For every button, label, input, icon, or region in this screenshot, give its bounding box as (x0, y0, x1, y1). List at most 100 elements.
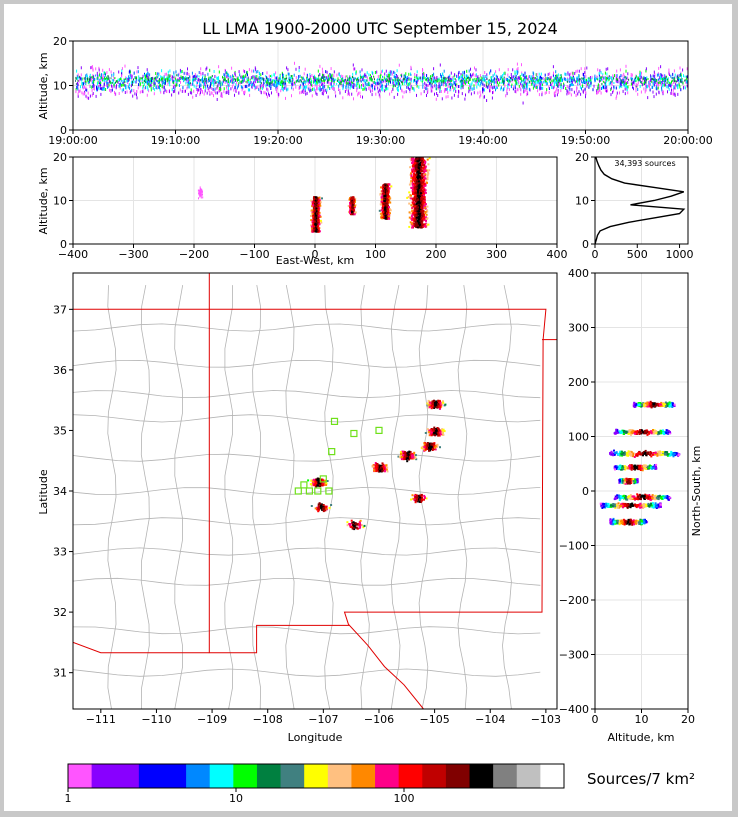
time-height-y-tick-label: 0 (60, 124, 67, 137)
colorbar-cell (493, 764, 518, 788)
map-x-tick-label: −111 (86, 713, 116, 726)
east-west-x-tick-label: −300 (118, 248, 148, 261)
altitude-profile-line (595, 157, 686, 244)
lma-station-marker (305, 487, 313, 495)
lma-station-marker (328, 448, 336, 456)
plan-view-map: −111 −110 −109 −108 −107 −106 −105 −104 −103 31 32… (37, 272, 561, 744)
map-y-tick-label: 35 (53, 424, 67, 437)
lma-station-marker (319, 475, 327, 483)
colorbar-cell (445, 764, 470, 788)
east-west-ylabel: Altitude, km (37, 167, 50, 234)
histogram-x-tick-label: 1000 (666, 248, 694, 261)
north-south-y-tick-label: 300 (568, 322, 589, 335)
lma-station-marker (294, 487, 302, 495)
colorbar: 1 10 100 Sources/7 km² (65, 763, 695, 805)
north-south-xlabel: Altitude, km (607, 731, 674, 744)
lma-station-marker (325, 487, 333, 495)
time-height-x-tick-label: 19:10:00 (151, 134, 200, 147)
north-south-y-tick-label: 200 (568, 376, 589, 389)
map-y-tick-label: 34 (53, 485, 67, 498)
figure-frame (4, 4, 732, 811)
map-xlabel: Longitude (288, 731, 343, 744)
colorbar-cell (375, 764, 400, 788)
north-south-x-tick-label: 20 (681, 713, 695, 726)
time-height-x-tick-label: 19:50:00 (561, 134, 610, 147)
map-x-tick-label: −109 (197, 713, 227, 726)
east-west-height-panel: −400 −300 −200 −100 0 100 200 300 400 0 10 20 Altit… (37, 151, 568, 267)
time-height-x-tick-label: 19:40:00 (458, 134, 507, 147)
map-x-tick-label: −110 (141, 713, 171, 726)
north-south-x-tick-label: 10 (635, 713, 649, 726)
north-south-ylabel: North-South, km (690, 446, 703, 537)
north-south-y-tick-label: −300 (559, 649, 589, 662)
time-height-y-tick-label: 10 (53, 80, 67, 93)
map-y-tick-label: 32 (53, 606, 67, 619)
east-west-x-tick-label: −100 (239, 248, 269, 261)
map-x-tick-label: −103 (531, 713, 561, 726)
histogram-x-tick-label: 0 (592, 248, 599, 261)
map-x-tick-label: −107 (308, 713, 338, 726)
north-south-y-tick-label: 400 (568, 267, 589, 280)
map-ylabel: Latitude (37, 469, 50, 515)
lma-station-marker (350, 429, 358, 438)
north-south-y-tick-label: −400 (559, 703, 589, 716)
time-height-y-tick-label: 20 (53, 35, 67, 48)
map-y-tick-label: 37 (53, 303, 67, 316)
histogram-annotation: 34,393 sources (614, 159, 675, 168)
colorbar-cell (398, 764, 423, 788)
histogram-x-tick-label: 500 (627, 248, 648, 261)
colorbar-cell (91, 764, 116, 788)
east-west-y-tick-label: 0 (60, 238, 67, 251)
east-west-x-tick-label: 0 (312, 248, 319, 261)
colorbar-cell (162, 764, 187, 788)
east-west-xlabel: East-West, km (276, 254, 354, 267)
new-mexico-border (209, 308, 547, 709)
north-south-height-panel: 0 10 20 −400 −300 −200 −100 0 100 200 300 400 Altit… (559, 267, 703, 744)
east-west-y-tick-label: 10 (53, 195, 67, 208)
lma-station-marker (300, 481, 308, 489)
colorbar-cell (540, 764, 565, 788)
time-height-panel: 19:00:00 19:10:00 19:20:00 19:30:00 19:40:00… (37, 35, 713, 147)
map-x-tick-label: −104 (475, 713, 505, 726)
map-y-tick-label: 33 (53, 546, 67, 559)
histogram-y-tick-label: 20 (575, 151, 589, 164)
colorbar-cell (469, 764, 494, 788)
colorbar-cell (209, 764, 234, 788)
north-south-y-tick-label: −200 (559, 594, 589, 607)
lma-station-marker (314, 487, 322, 495)
colorbar-tick-label: 100 (394, 792, 415, 805)
east-west-x-tick-label: −400 (58, 248, 88, 261)
arizona-mexico-border (208, 273, 350, 654)
colorbar-tick-label: 10 (229, 792, 243, 805)
lma-station-marker (330, 417, 339, 425)
time-height-x-tick-label: 19:30:00 (356, 134, 405, 147)
altitude-histogram-panel: 0 500 1000 0 10 20 34,393 sources (575, 151, 694, 261)
map-y-tick-label: 36 (53, 364, 67, 377)
north-south-y-tick-label: −100 (559, 540, 589, 553)
colorbar-cell (186, 764, 211, 788)
colorbar-cell (280, 764, 305, 788)
east-west-x-tick-label: −200 (179, 248, 209, 261)
colorbar-cell (304, 764, 329, 788)
time-height-x-tick-label: 19:20:00 (253, 134, 302, 147)
map-x-tick-label: −106 (364, 713, 394, 726)
time-height-x-tick-label: 20:00:00 (663, 134, 712, 147)
lma-station-marker (375, 426, 383, 434)
colorbar-cell (233, 764, 258, 788)
histogram-y-tick-label: 0 (582, 238, 589, 251)
east-west-x-tick-label: 300 (486, 248, 507, 261)
colorbar-cell (115, 764, 140, 788)
colorbar-cell (256, 764, 281, 788)
east-west-x-tick-label: 200 (426, 248, 447, 261)
colorbar-cell (138, 764, 163, 788)
east-west-x-tick-label: 400 (547, 248, 568, 261)
colorbar-label: Sources/7 km² (587, 770, 695, 788)
histogram-y-tick-label: 10 (575, 195, 589, 208)
colorbar-cell (351, 764, 376, 788)
colorbar-cell (516, 764, 541, 788)
colorbar-cell (68, 764, 93, 788)
map-x-tick-label: −108 (253, 713, 283, 726)
east-west-y-tick-label: 20 (53, 151, 67, 164)
north-south-y-tick-label: 100 (568, 431, 589, 444)
